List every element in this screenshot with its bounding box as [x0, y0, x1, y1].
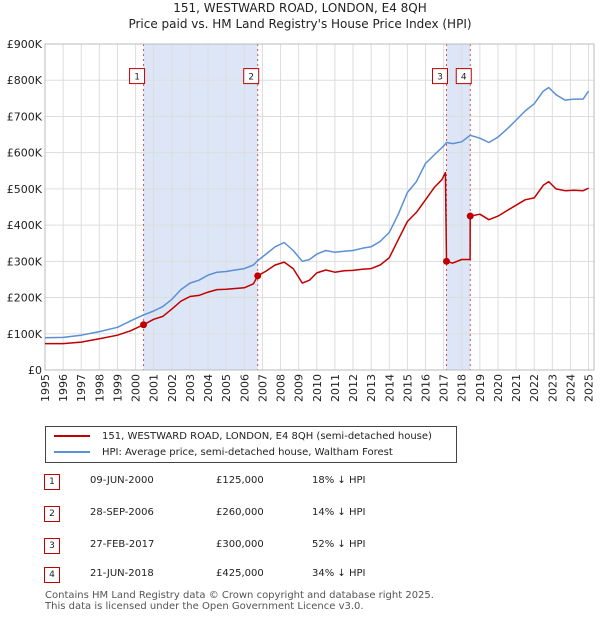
y-tick-label: £500K — [7, 183, 43, 196]
sale-marker-label: 4 — [461, 73, 467, 83]
y-tick-label: £0 — [28, 364, 42, 377]
x-tick-label: 2010 — [311, 374, 324, 402]
sale-marker-box: 2 — [243, 68, 260, 85]
x-tick-label: 2022 — [528, 374, 541, 402]
y-tick-label: £700K — [7, 110, 43, 123]
sale-point — [254, 272, 262, 280]
x-tick-label: 2001 — [148, 374, 161, 402]
x-tick-label: 2015 — [401, 374, 414, 402]
y-tick-label: £900K — [7, 38, 43, 51]
x-tick-label: 2014 — [383, 374, 396, 402]
legend-label-hpi: HPI: Average price, semi-detached house,… — [102, 447, 393, 458]
x-tick-label: 2003 — [184, 374, 197, 402]
sale-marker-frame — [455, 68, 472, 85]
table-row: 3 27-FEB-2017 £300,000 52% ↓ HPI — [44, 538, 424, 554]
sale-marker-label: 1 — [134, 73, 140, 83]
legend: 151, WESTWARD ROAD, LONDON, E4 8QH (semi… — [45, 426, 457, 463]
sale-marker-frame — [432, 68, 449, 85]
sale-marker-box: 1 — [129, 68, 146, 85]
x-tick-label: 1997 — [75, 374, 88, 402]
x-tick-label: 2021 — [510, 374, 523, 402]
shaded-period — [446, 44, 471, 370]
sale-point — [140, 321, 148, 329]
chart-title: 151, WESTWARD ROAD, LONDON, E4 8QH — [173, 1, 427, 15]
shaded-period — [143, 44, 258, 370]
table-row: 4 21-JUN-2018 £425,000 34% ↓ HPI — [44, 567, 424, 583]
sale-marker-frame — [129, 68, 146, 85]
footer: Contains HM Land Registry data © Crown c… — [45, 590, 434, 612]
transaction-hpi-diff: 18% ↓ HPI — [312, 475, 366, 486]
sale-marker-label: 3 — [437, 73, 443, 83]
x-tick-label: 2018 — [456, 374, 469, 402]
chart-subtitle: Price paid vs. HM Land Registry's House … — [128, 17, 471, 31]
x-tick-label: 2007 — [256, 374, 269, 402]
x-tick-label: 1995 — [39, 374, 52, 402]
y-tick-label: £100K — [7, 328, 43, 341]
transaction-price: £425,000 — [216, 568, 264, 579]
x-tick-label: 2020 — [492, 374, 505, 402]
sale-marker-box: 3 — [432, 68, 449, 85]
y-tick-label: £800K — [7, 74, 43, 87]
hpi-line — [44, 86, 590, 339]
x-tick-label: 2016 — [419, 374, 432, 402]
transaction-price: £260,000 — [216, 507, 264, 518]
x-tick-label: 2024 — [564, 374, 577, 402]
plot-border — [44, 43, 595, 371]
legend-item-property: 151, WESTWARD ROAD, LONDON, E4 8QH (semi… — [54, 430, 432, 444]
table-row: 1 09-JUN-2000 £125,000 18% ↓ HPI — [44, 474, 424, 490]
transaction-hpi-diff: 52% ↓ HPI — [312, 539, 366, 550]
x-tick-label: 1999 — [111, 374, 124, 402]
table-row: 2 28-SEP-2006 £260,000 14% ↓ HPI — [44, 506, 424, 522]
x-tick-label: 2004 — [202, 374, 215, 402]
footer-licence: This data is licensed under the Open Gov… — [45, 601, 364, 612]
transaction-number: 2 — [44, 506, 60, 522]
sale-marker-box: 4 — [455, 68, 472, 85]
legend-item-hpi: HPI: Average price, semi-detached house,… — [54, 446, 393, 460]
sale-point — [466, 212, 474, 220]
transaction-price: £125,000 — [216, 475, 264, 486]
x-tick-label: 2005 — [220, 374, 233, 402]
transaction-hpi-diff: 34% ↓ HPI — [312, 568, 366, 579]
sale-point — [443, 257, 451, 265]
x-tick-label: 2009 — [293, 374, 306, 402]
footer-copyright: Contains HM Land Registry data © Crown c… — [45, 590, 434, 601]
y-tick-label: £600K — [7, 147, 43, 160]
x-tick-label: 2002 — [166, 374, 179, 402]
x-tick-label: 2025 — [583, 374, 596, 402]
y-tick-label: £300K — [7, 255, 43, 268]
transaction-date: 28-SEP-2006 — [90, 507, 154, 518]
sale-marker-label: 2 — [248, 73, 254, 83]
transaction-number: 4 — [44, 567, 60, 583]
x-tick-label: 2000 — [130, 374, 143, 402]
transaction-number: 1 — [44, 474, 60, 490]
x-tick-label: 2012 — [347, 374, 360, 402]
x-tick-label: 2023 — [546, 374, 559, 402]
price-chart: 151, WESTWARD ROAD, LONDON, E4 8QH Price… — [7, 1, 596, 402]
legend-label-property: 151, WESTWARD ROAD, LONDON, E4 8QH (semi… — [102, 431, 432, 442]
y-tick-label: £400K — [7, 219, 43, 232]
x-tick-label: 1998 — [93, 374, 106, 402]
transaction-date: 21-JUN-2018 — [90, 568, 154, 579]
x-tick-label: 1996 — [57, 374, 70, 402]
x-tick-label: 2013 — [365, 374, 378, 402]
y-tick-label: £200K — [7, 292, 43, 305]
transaction-number: 3 — [44, 538, 60, 554]
transaction-date: 09-JUN-2000 — [90, 475, 154, 486]
x-tick-label: 2011 — [329, 374, 342, 402]
x-tick-label: 2006 — [238, 374, 251, 402]
x-tick-label: 2008 — [275, 374, 288, 402]
legend-swatch-hpi — [54, 451, 90, 453]
transaction-price: £300,000 — [216, 539, 264, 550]
plot-area — [45, 44, 594, 370]
transaction-hpi-diff: 14% ↓ HPI — [312, 507, 366, 518]
x-tick-label: 2019 — [474, 374, 487, 402]
transaction-date: 27-FEB-2017 — [90, 539, 155, 550]
property-price-line — [45, 171, 589, 345]
sale-marker-frame — [243, 68, 260, 85]
x-tick-label: 2017 — [438, 374, 451, 402]
legend-swatch-property — [54, 435, 90, 437]
